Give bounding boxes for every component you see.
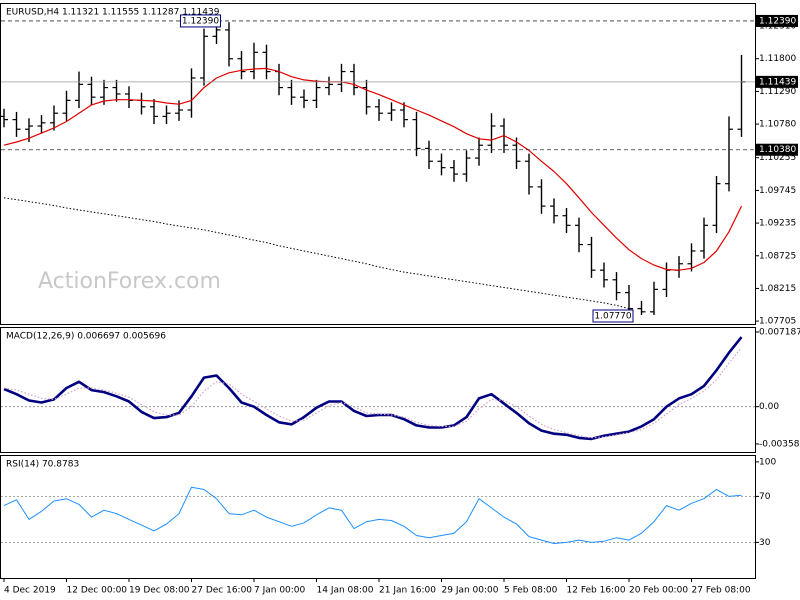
x-tick-label: 12 Feb 16:00 (567, 586, 626, 596)
price-label-box (756, 143, 798, 156)
y-tick-label: 1.07705 (759, 317, 796, 327)
panel-title: MACD(12,26,9) 0.006697 0.005696 (6, 332, 166, 342)
y-tick-label: 30 (759, 538, 771, 548)
series-line (3, 67, 743, 271)
y-tick-label: 1.08725 (759, 251, 796, 261)
x-tick-label: 12 Dec 00:00 (67, 586, 128, 596)
x-tick-label: 19 Dec 08:00 (129, 586, 190, 596)
x-tick-label: 4 Dec 2019 (4, 586, 56, 596)
y-tick-label: 1.09745 (759, 186, 796, 196)
y-tick-label: -0.003585 (759, 439, 800, 449)
panel-frame (0, 3, 756, 325)
x-tick-label: 29 Jan 00:00 (442, 586, 499, 596)
series-line (3, 336, 743, 441)
y-tick-label: 1.10255 (759, 153, 796, 163)
panel-title: EURUSD,H4 1.11321 1.11555 1.11287 1.1143… (6, 8, 220, 18)
series-line (3, 486, 742, 544)
price-label: 1.12390 (759, 16, 796, 26)
x-tick-label: 14 Jan 08:00 (317, 586, 374, 596)
x-tick-label: 5 Feb 08:00 (504, 586, 558, 596)
x-tick-label: 27 Feb 08:00 (692, 586, 751, 596)
price-label-box (756, 75, 798, 88)
x-tick-label: 27 Dec 16:00 (192, 586, 253, 596)
price-label: 1.11439 (759, 77, 796, 87)
watermark: ActionForex.com (38, 269, 221, 294)
x-tick-label: 7 Jan 00:00 (254, 586, 306, 596)
x-tick-label: 21 Jan 16:00 (379, 586, 436, 596)
annotation-box (180, 14, 221, 28)
y-tick-label: 1.10780 (759, 120, 796, 130)
x-tick-label: 20 Feb 00:00 (629, 586, 688, 596)
y-tick-label: 70 (759, 492, 771, 502)
panel-frame (0, 327, 756, 453)
y-tick-label: 1.09235 (759, 219, 796, 229)
y-tick-label: 1.08215 (759, 284, 796, 294)
y-tick-label: 1.11290 (759, 87, 796, 97)
annotation-box (592, 309, 634, 323)
y-tick-label: 1.11800 (759, 54, 796, 64)
y-tick-label: 0.007187 (759, 328, 800, 338)
y-tick-label: 0.00 (759, 402, 779, 412)
y-tick-label: 100 (759, 457, 776, 467)
series-line (3, 197, 630, 310)
annotation-label: 1.07770 (594, 312, 631, 322)
price-label-box (756, 14, 798, 27)
annotation-label: 1.12390 (182, 16, 219, 26)
price-label: 1.10380 (759, 145, 796, 155)
panel-title: RSI(14) 70.8783 (6, 460, 79, 470)
panel-frame (0, 455, 756, 579)
